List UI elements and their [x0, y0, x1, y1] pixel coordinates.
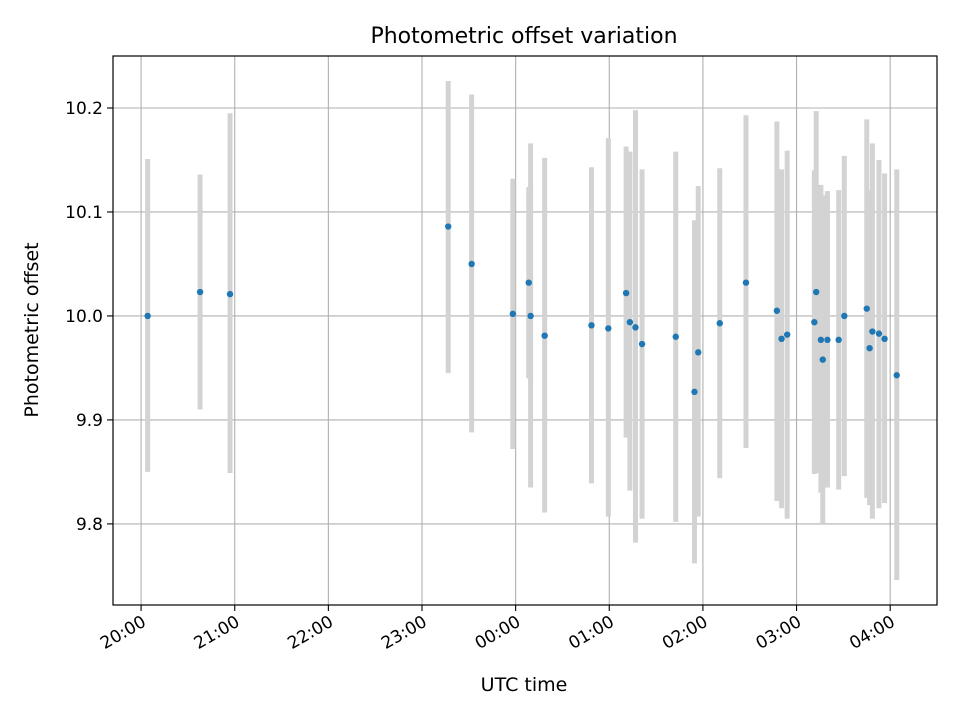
data-point: [672, 333, 679, 340]
data-point: [588, 322, 595, 329]
y-tick-label: 10.0: [65, 307, 103, 327]
data-point: [632, 324, 639, 331]
data-point: [817, 336, 825, 344]
data-point: [742, 279, 750, 286]
data-point: [638, 340, 646, 348]
data-point: [881, 335, 888, 343]
data-point: [445, 223, 452, 230]
data-point: [468, 260, 475, 268]
data-point: [196, 288, 204, 296]
data-point: [605, 325, 612, 332]
data-point: [866, 344, 873, 352]
data-point: [626, 318, 634, 326]
data-points: [144, 223, 900, 396]
y-axis-label: Photometric offset: [21, 242, 43, 417]
data-point: [824, 336, 831, 344]
data-point: [893, 372, 900, 379]
data-point: [509, 310, 517, 318]
data-point: [144, 312, 151, 320]
data-point: [875, 330, 883, 337]
y-tick-label: 10.2: [65, 99, 103, 119]
data-point: [226, 290, 234, 298]
x-axis-label: UTC time: [481, 674, 568, 696]
data-point: [819, 356, 826, 363]
data-point: [778, 335, 785, 343]
data-point: [525, 279, 532, 286]
plot-frame: [112, 55, 938, 606]
data-point: [841, 312, 848, 320]
data-point: [622, 289, 630, 297]
data-point: [863, 305, 870, 312]
data-point: [811, 318, 818, 326]
data-point: [695, 349, 702, 356]
data-point: [869, 328, 876, 335]
data-point: [813, 288, 820, 296]
chart-title: Photometric offset variation: [370, 24, 677, 49]
data-point: [783, 331, 791, 338]
data-point: [527, 312, 534, 320]
y-axis-ticks: 9.8 9.9 10.0 10.1 10.2: [65, 99, 113, 535]
data-point: [773, 307, 781, 314]
data-point: [835, 336, 842, 344]
data-point: [541, 332, 548, 339]
y-tick-label: 10.1: [65, 203, 103, 223]
y-tick-label: 9.8: [76, 515, 103, 535]
data-point: [691, 388, 698, 396]
y-tick-label: 9.9: [76, 411, 103, 431]
data-point: [716, 320, 723, 327]
grid-lines: [113, 56, 937, 605]
